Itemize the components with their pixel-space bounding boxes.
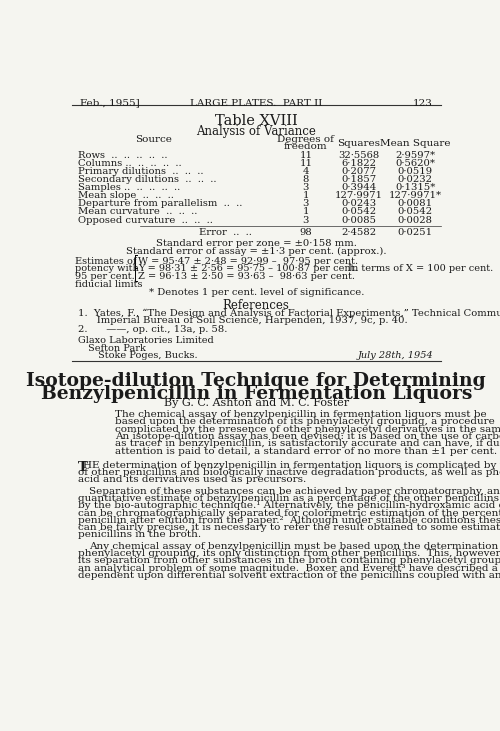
Text: 0·1315*: 0·1315* [395, 183, 436, 192]
Text: W = 95·47 ± 2·48 = 92·99 –  97·95 per cent.: W = 95·47 ± 2·48 = 92·99 – 97·95 per cen… [138, 257, 358, 266]
Text: 0·0519: 0·0519 [398, 167, 432, 176]
Text: 123: 123 [413, 99, 433, 107]
Text: 0·2077: 0·2077 [341, 167, 376, 176]
Text: acid and its derivatives used as precursors.: acid and its derivatives used as precurs… [78, 475, 306, 485]
Text: By G. C. Ashton and M. C. Foster: By G. C. Ashton and M. C. Foster [164, 398, 349, 409]
Text: Benzylpenicillin in Fermentation Liquors: Benzylpenicillin in Fermentation Liquors [40, 385, 472, 404]
Text: penicillins in the broth.: penicillins in the broth. [78, 531, 201, 539]
Text: Mean slope  ..  ..  ..: Mean slope .. .. .. [78, 192, 174, 200]
Text: Rows  ..  ..  ..  ..  ..: Rows .. .. .. .. .. [78, 151, 168, 160]
Text: Standard error of assay = ±1·3 per cent. (approx.).: Standard error of assay = ±1·3 per cent.… [126, 247, 386, 256]
Text: Sefton Park: Sefton Park [88, 344, 146, 353]
Text: 1: 1 [302, 208, 309, 216]
Text: complicated by the presence of other phenylacetyl derivatives in the sample.: complicated by the presence of other phe… [115, 425, 500, 433]
Text: fiducial limits: fiducial limits [75, 280, 142, 289]
Text: 0·0232: 0·0232 [398, 175, 432, 184]
Text: Error  ..  ..: Error .. .. [199, 228, 252, 238]
Text: phenylacetyl grouping, its only distinction from other penicillins.  This, howev: phenylacetyl grouping, its only distinct… [78, 549, 500, 558]
Text: based upon the determination of its phenylacetyl grouping, a procedure: based upon the determination of its phen… [115, 417, 495, 426]
Text: penicillin after elution from the paper.²  Although under suitable conditions th: penicillin after elution from the paper.… [78, 516, 500, 525]
Text: Columns ..  ..  ..  ..  ..: Columns .. .. .. .. .. [78, 159, 182, 168]
Text: Primary dilutions  ..  ..  ..: Primary dilutions .. .. .. [78, 167, 204, 176]
Text: Analysis of Variance: Analysis of Variance [196, 126, 316, 138]
Text: 0·0251: 0·0251 [398, 228, 432, 238]
Text: 98: 98 [300, 228, 312, 238]
Text: 2·4582: 2·4582 [341, 228, 376, 238]
Text: An isotope-dilution assay has been devised: it is based on the use of carbon-14: An isotope-dilution assay has been devis… [115, 432, 500, 441]
Text: 0·5620*: 0·5620* [395, 159, 435, 168]
Text: 2.      ——, op. cit., 13a, p. 58.: 2. ——, op. cit., 13a, p. 58. [78, 325, 228, 334]
Text: 0·3944: 0·3944 [341, 183, 376, 192]
Text: its separation from other substances in the broth containing phenylacetyl groupi: its separation from other substances in … [78, 556, 500, 565]
Text: 32·5568: 32·5568 [338, 151, 379, 160]
Text: Mean curvature  ..  ..  ..: Mean curvature .. .. .. [78, 208, 198, 216]
Text: Departure from parallelism  ..  ..: Departure from parallelism .. .. [78, 200, 242, 208]
Text: 8: 8 [302, 175, 309, 184]
Text: Isotope-dilution Technique for Determining: Isotope-dilution Technique for Determini… [26, 372, 486, 390]
Text: 127·9971*: 127·9971* [388, 192, 442, 200]
Text: 3: 3 [302, 183, 309, 192]
Text: Opposed curvature  ..  ..  ..: Opposed curvature .. .. .. [78, 216, 213, 224]
Text: potency with: potency with [75, 265, 138, 273]
Text: Mean Square: Mean Square [380, 139, 450, 148]
Text: freedom: freedom [284, 142, 328, 151]
Text: 4: 4 [302, 167, 309, 176]
Text: 95 per cent.: 95 per cent. [75, 272, 134, 281]
Text: * Denotes 1 per cent. level of significance.: * Denotes 1 per cent. level of significa… [148, 287, 364, 297]
Text: Z = 96·13 ± 2·50 = 93·63 –  98·63 per cent.: Z = 96·13 ± 2·50 = 93·63 – 98·63 per cen… [138, 272, 356, 281]
Text: 0·0542: 0·0542 [398, 208, 432, 216]
Text: Source: Source [136, 135, 172, 145]
Text: Imperial Bureau of Soil Science, Harpenden, 1937, 9c, p. 40.: Imperial Bureau of Soil Science, Harpend… [78, 316, 407, 325]
Text: can be fairly precise, it is necessary to refer the result obtained to some esti: can be fairly precise, it is necessary t… [78, 523, 500, 532]
Text: The chemical assay of benzylpenicillin in fermentation liquors must be: The chemical assay of benzylpenicillin i… [115, 410, 487, 419]
Text: Degrees of: Degrees of [278, 135, 334, 145]
Text: 0·1857: 0·1857 [341, 175, 376, 184]
Text: attention is paid to detail, a standard error of no more than ±1 per cent.: attention is paid to detail, a standard … [115, 447, 498, 455]
Text: quantitative estimate of benzylpenicillin as a percentage of the other penicilli: quantitative estimate of benzylpenicilli… [78, 494, 500, 503]
Text: Squares: Squares [337, 139, 380, 148]
Text: Standard error per zone = ±0·158 mm.: Standard error per zone = ±0·158 mm. [156, 239, 356, 248]
Text: Separation of these substances can be achieved by paper chromatography, and a: Separation of these substances can be ac… [89, 487, 500, 496]
Text: 3: 3 [302, 200, 309, 208]
Text: 1.  Yates, F., “The Design and Analysis of Factorial Experiments,” Technical Com: 1. Yates, F., “The Design and Analysis o… [78, 308, 500, 318]
Text: 0·0081: 0·0081 [398, 200, 432, 208]
Text: T: T [78, 461, 88, 474]
Text: Y = 98·31 ± 2·56 = 95·75 – 100·87 per cent.: Y = 98·31 ± 2·56 = 95·75 – 100·87 per ce… [138, 265, 358, 273]
Text: Any chemical assay of benzylpenicillin must be based upon the determination of i: Any chemical assay of benzylpenicillin m… [89, 542, 500, 550]
Text: 0·0243: 0·0243 [341, 200, 376, 208]
Text: as tracer in benzylpenicillin, is satisfactorily accurate and can have, if due: as tracer in benzylpenicillin, is satisf… [115, 439, 500, 448]
Text: HE determination of benzylpenicillin in fermentation liquors is complicated by t: HE determination of benzylpenicillin in … [84, 461, 500, 470]
Text: of other penicillins and biologically inactive degradation products, as well as : of other penicillins and biologically in… [78, 468, 500, 477]
Text: 127·9971: 127·9971 [334, 192, 382, 200]
Text: Feb., 1955]: Feb., 1955] [80, 99, 140, 107]
Text: 2·9597*: 2·9597* [395, 151, 435, 160]
Text: by the bio-autographic technique.¹ Alternatively, the penicillin-hydroxamic acid: by the bio-autographic technique.¹ Alter… [78, 501, 500, 510]
Text: Secondary dilutions  ..  ..  ..: Secondary dilutions .. .. .. [78, 175, 216, 184]
Text: Estimates of: Estimates of [75, 257, 136, 266]
Text: 0·0028: 0·0028 [398, 216, 432, 224]
Text: Table XVIII: Table XVIII [215, 114, 298, 128]
Text: Glaxo Laboratories Limited: Glaxo Laboratories Limited [78, 336, 214, 345]
Text: Samples ..  ..  ..  ..  ..: Samples .. .. .. .. .. [78, 183, 180, 192]
Text: 3: 3 [302, 216, 309, 224]
Text: Stoke Poges, Bucks.: Stoke Poges, Bucks. [98, 352, 198, 360]
Text: LARGE PLATES.  PART II: LARGE PLATES. PART II [190, 99, 322, 107]
Text: 1: 1 [302, 192, 309, 200]
Text: can be chromatographically separated for colorimetric estimation of the percenta: can be chromatographically separated for… [78, 509, 500, 518]
Text: 11: 11 [300, 151, 312, 160]
Text: References: References [223, 299, 290, 312]
Text: In terms of X = 100 per cent.: In terms of X = 100 per cent. [348, 265, 493, 273]
Text: July 28th, 1954: July 28th, 1954 [357, 352, 433, 360]
Text: an analytical problem of some magnitude.  Boxer and Everett³ have described a pr: an analytical problem of some magnitude.… [78, 564, 500, 572]
Text: 0·0542: 0·0542 [341, 208, 376, 216]
Text: 0·0085: 0·0085 [341, 216, 376, 224]
Text: dependent upon differential solvent extraction of the penicillins coupled with a: dependent upon differential solvent extr… [78, 571, 500, 580]
Text: 6·1822: 6·1822 [341, 159, 376, 168]
Text: 11: 11 [300, 159, 312, 168]
